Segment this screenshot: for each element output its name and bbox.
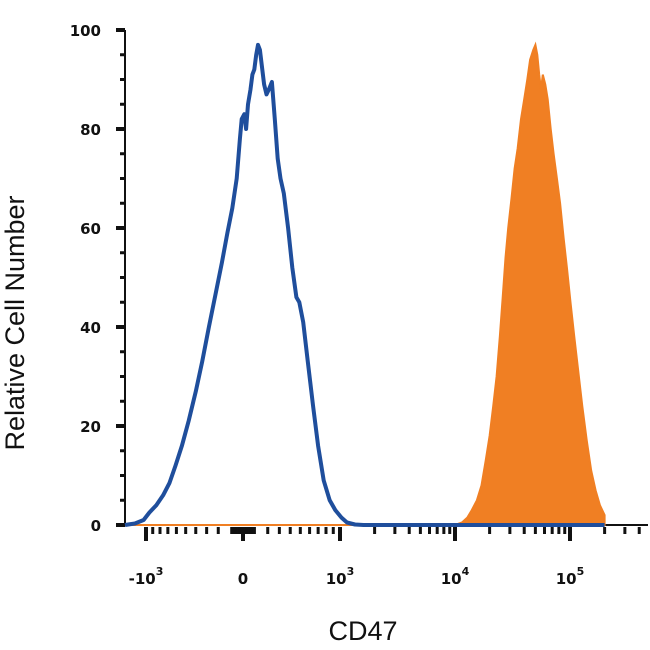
x-tick-exponent: 3 bbox=[156, 565, 164, 578]
y-tick-label: 0 bbox=[91, 517, 101, 535]
y-axis: 0 20 40 60 80 100 bbox=[70, 22, 126, 535]
y-axis-title: Relative Cell Number bbox=[0, 195, 30, 450]
x-tick-label: -103 bbox=[129, 565, 164, 588]
y-tick-label: 60 bbox=[80, 220, 101, 238]
x-tick-base: 0 bbox=[238, 570, 248, 588]
x-tick-base: 10 bbox=[441, 570, 462, 588]
x-axis-title: CD47 bbox=[328, 616, 397, 646]
filled-histogram bbox=[125, 41, 606, 526]
x-tick-base: 10 bbox=[326, 570, 347, 588]
x-tick-base: -10 bbox=[129, 570, 156, 588]
y-tick-label: 100 bbox=[70, 22, 101, 40]
x-tick-label: 0 bbox=[238, 570, 248, 588]
x-tick-label: 104 bbox=[441, 565, 470, 588]
x-axis: -103 0 103 104 105 bbox=[125, 524, 648, 588]
x-tick-label: 103 bbox=[326, 565, 355, 588]
x-tick-exponent: 5 bbox=[577, 565, 585, 578]
x-tick-label: 105 bbox=[556, 565, 585, 588]
series-layer bbox=[124, 41, 606, 527]
x-tick-exponent: 3 bbox=[347, 565, 355, 578]
outline-histogram bbox=[124, 42, 605, 527]
x-tick-base: 10 bbox=[556, 570, 577, 588]
y-tick-label: 80 bbox=[80, 121, 101, 139]
y-tick-label: 20 bbox=[80, 418, 101, 436]
x-tick-exponent: 4 bbox=[462, 565, 470, 578]
y-tick-label: 40 bbox=[80, 319, 101, 337]
